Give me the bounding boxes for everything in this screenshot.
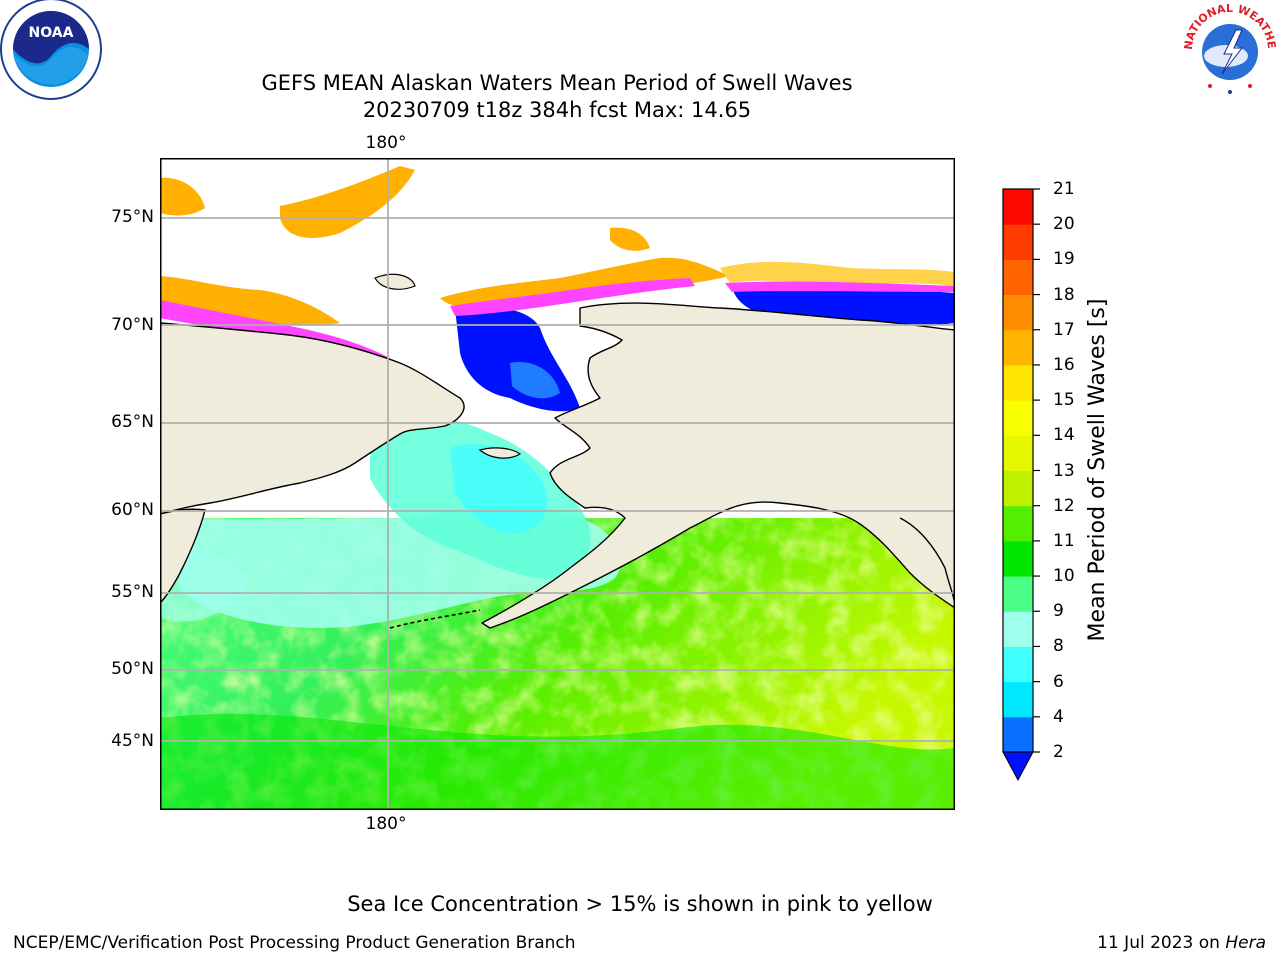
colorbar-tick-label: 4	[1053, 706, 1064, 727]
aleutian-islands	[389, 609, 481, 629]
southern-green-band	[160, 713, 955, 810]
colorbar-tick-label: 2	[1053, 742, 1064, 762]
lat-label-55n: 55°N	[111, 582, 154, 602]
colorbar-band	[1003, 505, 1033, 542]
colorbar-band	[1003, 470, 1033, 507]
lon-label-top: 180°	[365, 133, 407, 153]
credit-date-text: 11 Jul 2023 on	[1097, 933, 1226, 953]
lat-label-75n: 75°N	[111, 207, 154, 227]
ice-fringe-west	[160, 177, 205, 216]
ice-fringe-siberia	[280, 166, 415, 238]
colorbar-band	[1003, 576, 1033, 612]
nws-logo: NATIONAL WEATHER SERVICE	[1180, 0, 1278, 97]
colorbar-tick-label: 6	[1053, 671, 1064, 692]
colorbar-bands	[1003, 189, 1033, 753]
lon-label-bottom: 180°	[365, 814, 407, 834]
credit-machine: Hera	[1225, 933, 1266, 953]
colorbar-tick-label: 20	[1053, 214, 1075, 235]
map-frame	[160, 158, 955, 810]
colorbar-tick-label: 12	[1053, 495, 1075, 516]
chart-subtitle: 20230709 t18z 384h fcst Max: 14.65	[362, 98, 752, 122]
credit-branch: NCEP/EMC/Verification Post Processing Pr…	[13, 933, 576, 953]
colorbar	[1002, 188, 1040, 782]
colorbar-band	[1003, 224, 1033, 260]
chukchi-blue-inner	[510, 362, 560, 399]
colorbar-tick-label: 15	[1053, 390, 1075, 411]
colorbar-band	[1003, 259, 1033, 296]
colorbar-tick-label: 8	[1053, 636, 1064, 657]
ice-patch-north	[610, 227, 650, 251]
alaska-landmass	[481, 302, 955, 629]
graticule	[160, 158, 955, 810]
colorbar-tick-label: 21	[1053, 179, 1075, 199]
colorbar-band	[1003, 681, 1033, 718]
colorbar-tick-label: 10	[1053, 566, 1075, 587]
noaa-logo-text: NOAA	[29, 25, 74, 41]
colorbar-tick-label: 16	[1053, 354, 1075, 375]
st-lawrence-island	[478, 447, 522, 459]
kamchatka-landmass	[160, 508, 206, 604]
colorbar-tick-label: 17	[1053, 319, 1075, 340]
colorbar-band	[1003, 646, 1033, 683]
colorbar-band	[1003, 400, 1033, 436]
colorbar-tick-label: 13	[1053, 460, 1075, 481]
colorbar-band	[1003, 435, 1033, 471]
colorbar-tick-label: 11	[1053, 530, 1075, 551]
wrangel-island	[374, 273, 416, 290]
ice-pink-chukchi	[450, 278, 695, 316]
chart-title: GEFS MEAN Alaskan Waters Mean Period of …	[261, 71, 853, 95]
ice-pink-beaufort	[725, 281, 955, 292]
colorbar-tick-marks	[1033, 188, 1040, 753]
noaa-logo: NOAA	[0, 0, 102, 100]
colorbar-tick-label: 19	[1053, 249, 1075, 270]
lat-label-50n: 50°N	[111, 659, 154, 679]
colorbar-band	[1003, 364, 1033, 401]
colorbar-band	[1003, 611, 1033, 647]
lat-label-60n: 60°N	[111, 500, 154, 520]
credit-date: 11 Jul 2023 on Hera	[1097, 933, 1266, 953]
colorbar-band	[1003, 294, 1033, 331]
chukchi-deep-blue	[455, 306, 580, 412]
map-panel	[160, 158, 955, 810]
sea-ice-footnote: Sea Ice Concentration > 15% is shown in …	[347, 892, 933, 916]
colorbar-extend-arrow	[1002, 751, 1034, 782]
colorbar-band	[1003, 716, 1033, 753]
ice-fringe-chukchi-east	[440, 257, 730, 309]
colorbar-tick-label: 18	[1053, 284, 1075, 305]
colorbar-band	[1003, 329, 1033, 366]
colorbar-band	[1003, 540, 1033, 577]
colorbar-title: Mean Period of Swell Waves [s]	[1085, 298, 1110, 642]
colorbar-tick-label: 9	[1053, 601, 1064, 622]
colorbar-band	[1003, 189, 1033, 225]
ice-fringe-beaufort	[720, 261, 955, 286]
lat-label-45n: 45°N	[111, 731, 154, 751]
lat-label-70n: 70°N	[111, 315, 154, 335]
colorbar-tick-label: 14	[1053, 425, 1075, 446]
lat-label-65n: 65°N	[111, 412, 154, 432]
